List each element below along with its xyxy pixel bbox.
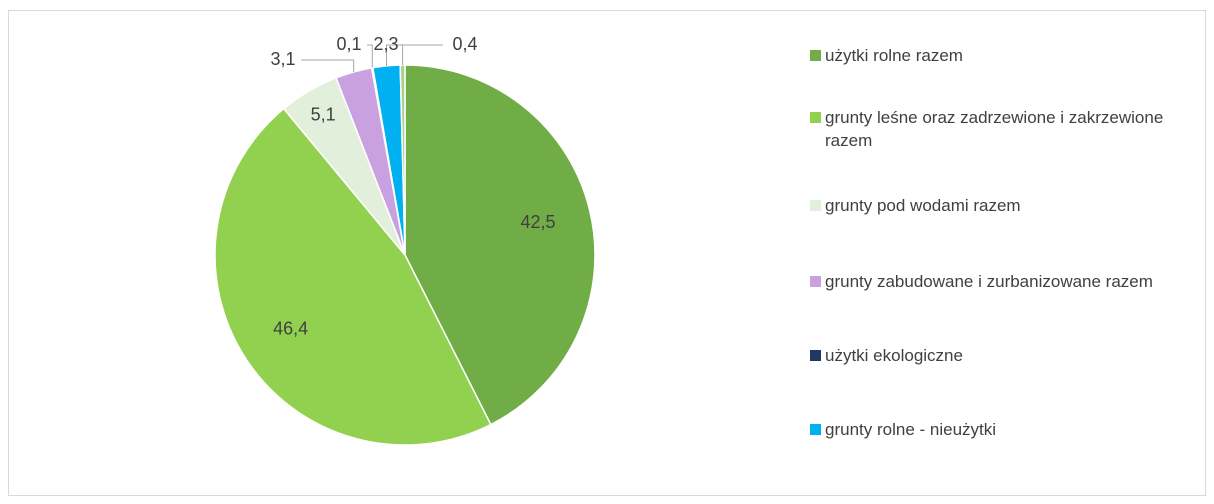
legend-swatch	[810, 350, 821, 361]
legend-item: grunty leśne oraz zadrzewione i zakrzewi…	[810, 106, 1190, 152]
legend-item: grunty zabudowane i zurbanizowane razem	[810, 270, 1153, 293]
legend-item: użytki ekologiczne	[810, 344, 963, 367]
legend-label: grunty leśne oraz zadrzewione i zakrzewi…	[825, 108, 1164, 150]
data-label: 0,1	[336, 34, 361, 54]
legend-label: użytki rolne razem	[825, 46, 963, 65]
legend-swatch	[810, 112, 821, 123]
leader-line	[301, 59, 355, 73]
legend-swatch	[810, 200, 821, 211]
leader-line	[386, 44, 404, 66]
data-label: 5,1	[311, 105, 336, 125]
legend-label: grunty pod wodami razem	[825, 196, 1021, 215]
data-label: 0,4	[452, 34, 477, 54]
legend-swatch	[810, 276, 821, 287]
legend-item: grunty rolne - nieużytki	[810, 418, 996, 441]
data-label: 42,5	[521, 212, 556, 232]
leader-line	[402, 44, 443, 66]
data-label: 46,4	[273, 319, 308, 339]
leader-line	[367, 44, 373, 68]
legend-item: grunty pod wodami razem	[810, 194, 1021, 217]
pie-slice	[214, 107, 492, 446]
data-label: 2,3	[373, 34, 398, 54]
legend-swatch	[810, 50, 821, 61]
chart-frame	[8, 10, 1206, 496]
data-label: 3,1	[270, 49, 295, 69]
legend-swatch	[810, 424, 821, 435]
legend-label: użytki ekologiczne	[825, 346, 963, 365]
pie-slice	[404, 64, 596, 426]
legend-label: grunty rolne - nieużytki	[825, 420, 997, 439]
legend-item: użytki rolne razem	[810, 44, 963, 67]
legend-label: grunty zabudowane i zurbanizowane razem	[825, 272, 1153, 291]
